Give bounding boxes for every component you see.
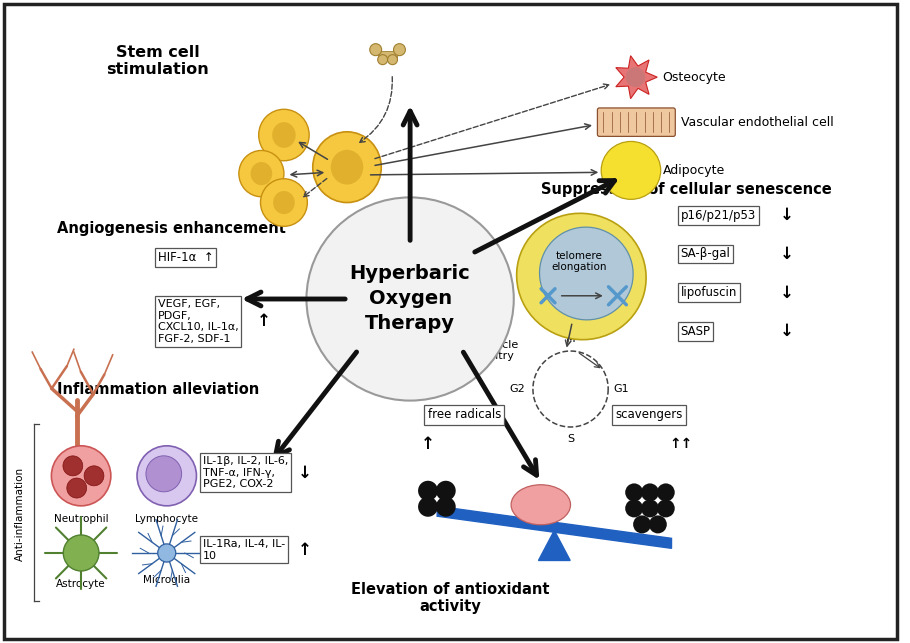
Text: Cell cycle
re-entry: Cell cycle re-entry bbox=[465, 340, 518, 361]
Text: Microglia: Microglia bbox=[143, 575, 190, 585]
Text: free radicals: free radicals bbox=[428, 408, 501, 421]
Text: Inflammation alleviation: Inflammation alleviation bbox=[56, 381, 259, 397]
Circle shape bbox=[418, 481, 438, 501]
Circle shape bbox=[649, 516, 667, 534]
Ellipse shape bbox=[307, 197, 514, 401]
Circle shape bbox=[418, 497, 438, 517]
Text: ↓: ↓ bbox=[780, 206, 794, 224]
Circle shape bbox=[63, 456, 83, 476]
Circle shape bbox=[657, 484, 674, 502]
Text: ↓: ↓ bbox=[780, 322, 794, 340]
Circle shape bbox=[657, 500, 674, 518]
Text: Anti-inflammation: Anti-inflammation bbox=[15, 467, 25, 561]
Text: Astrocyte: Astrocyte bbox=[56, 579, 106, 589]
Text: Lymphocyte: Lymphocyte bbox=[136, 514, 198, 524]
Ellipse shape bbox=[517, 213, 646, 340]
Circle shape bbox=[378, 55, 388, 65]
Ellipse shape bbox=[250, 162, 272, 185]
Text: Adipocyte: Adipocyte bbox=[662, 164, 724, 177]
Circle shape bbox=[64, 535, 99, 571]
Text: Elevation of antioxidant
activity: Elevation of antioxidant activity bbox=[351, 582, 550, 614]
FancyBboxPatch shape bbox=[378, 51, 398, 59]
Text: p16/p21/p53: p16/p21/p53 bbox=[681, 209, 756, 222]
Circle shape bbox=[436, 497, 456, 517]
Ellipse shape bbox=[331, 150, 363, 185]
Text: ↓: ↓ bbox=[298, 464, 311, 482]
Text: scavengers: scavengers bbox=[615, 408, 682, 421]
Text: Osteocyte: Osteocyte bbox=[662, 71, 726, 84]
Text: ↑: ↑ bbox=[257, 312, 271, 331]
Ellipse shape bbox=[260, 179, 308, 226]
Circle shape bbox=[369, 44, 381, 56]
Circle shape bbox=[393, 44, 406, 56]
Text: Neutrophil: Neutrophil bbox=[54, 514, 108, 524]
Circle shape bbox=[84, 466, 104, 486]
Ellipse shape bbox=[540, 227, 633, 320]
Circle shape bbox=[388, 55, 398, 65]
Text: ↑: ↑ bbox=[298, 541, 311, 559]
Circle shape bbox=[157, 544, 176, 562]
Polygon shape bbox=[539, 530, 571, 561]
Ellipse shape bbox=[272, 122, 296, 148]
Circle shape bbox=[51, 446, 111, 506]
Text: telomere
elongation: telomere elongation bbox=[551, 251, 607, 272]
Text: Angiogenesis enhancement: Angiogenesis enhancement bbox=[56, 221, 286, 236]
Circle shape bbox=[436, 481, 456, 501]
Text: G2: G2 bbox=[510, 384, 525, 394]
Text: Stem cell
stimulation: Stem cell stimulation bbox=[106, 45, 209, 77]
FancyBboxPatch shape bbox=[598, 108, 675, 136]
Circle shape bbox=[641, 484, 659, 502]
Ellipse shape bbox=[602, 141, 661, 199]
Circle shape bbox=[66, 478, 86, 498]
Circle shape bbox=[146, 456, 182, 492]
Text: ↓: ↓ bbox=[780, 284, 794, 302]
Ellipse shape bbox=[273, 191, 295, 214]
Text: G1: G1 bbox=[613, 384, 629, 394]
Text: SASP: SASP bbox=[681, 325, 711, 338]
Text: Hyperbaric
Oxygen
Therapy: Hyperbaric Oxygen Therapy bbox=[349, 264, 470, 334]
Text: HIF-1α  ↑: HIF-1α ↑ bbox=[157, 251, 214, 264]
Text: S: S bbox=[567, 434, 574, 444]
Text: M: M bbox=[566, 334, 575, 344]
Ellipse shape bbox=[626, 68, 645, 87]
Ellipse shape bbox=[258, 109, 309, 161]
Ellipse shape bbox=[238, 150, 284, 197]
Circle shape bbox=[641, 500, 659, 518]
Circle shape bbox=[137, 446, 197, 506]
Text: VEGF, EGF,
PDGF,
CXCL10, IL-1α,
FGF-2, SDF-1: VEGF, EGF, PDGF, CXCL10, IL-1α, FGF-2, S… bbox=[157, 299, 238, 344]
Text: ↓: ↓ bbox=[780, 245, 794, 263]
Ellipse shape bbox=[313, 132, 381, 203]
Text: Vascular endothelial cell: Vascular endothelial cell bbox=[681, 116, 834, 129]
Circle shape bbox=[625, 484, 643, 502]
Text: SA-β-gal: SA-β-gal bbox=[681, 248, 731, 260]
Ellipse shape bbox=[511, 485, 571, 525]
Text: ↑↑: ↑↑ bbox=[669, 437, 693, 451]
Text: lipofuscin: lipofuscin bbox=[681, 286, 737, 299]
Circle shape bbox=[633, 516, 651, 534]
Text: Suppression of cellular senescence: Suppression of cellular senescence bbox=[541, 182, 832, 197]
Polygon shape bbox=[437, 506, 672, 548]
Text: IL-1β, IL-2, IL-6,
TNF-α, IFN-γ,
PGE2, COX-2: IL-1β, IL-2, IL-6, TNF-α, IFN-γ, PGE2, C… bbox=[203, 456, 288, 489]
Circle shape bbox=[625, 500, 643, 518]
Text: ↑: ↑ bbox=[421, 435, 435, 453]
Text: IL-1Ra, IL-4, IL-
10: IL-1Ra, IL-4, IL- 10 bbox=[203, 539, 285, 561]
Polygon shape bbox=[616, 56, 657, 98]
